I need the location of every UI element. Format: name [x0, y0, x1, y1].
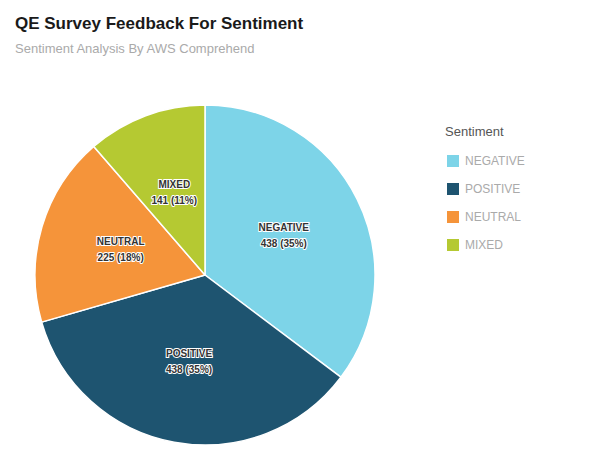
svg-text:MIXED: MIXED [465, 238, 503, 252]
svg-text:225 (18%): 225 (18%) [98, 252, 144, 263]
svg-text:POSITIVE: POSITIVE [465, 182, 520, 196]
svg-text:438 (35%): 438 (35%) [261, 238, 307, 249]
svg-text:POSITIVE: POSITIVE [166, 348, 212, 359]
svg-text:Sentiment Analysis By AWS Comp: Sentiment Analysis By AWS Comprehend [15, 41, 254, 56]
svg-text:NEUTRAL: NEUTRAL [97, 236, 145, 247]
svg-text:NEUTRAL: NEUTRAL [465, 210, 521, 224]
svg-text:MIXED: MIXED [158, 179, 190, 190]
svg-text:141 (11%): 141 (11%) [151, 195, 197, 206]
svg-text:NEGATIVE: NEGATIVE [259, 222, 310, 233]
svg-text:NEGATIVE: NEGATIVE [465, 154, 525, 168]
svg-text:438 (35%): 438 (35%) [166, 364, 212, 375]
svg-text:Sentiment: Sentiment [445, 124, 504, 139]
svg-text:QE Survey Feedback For Sentime: QE Survey Feedback For Sentiment [15, 14, 303, 33]
